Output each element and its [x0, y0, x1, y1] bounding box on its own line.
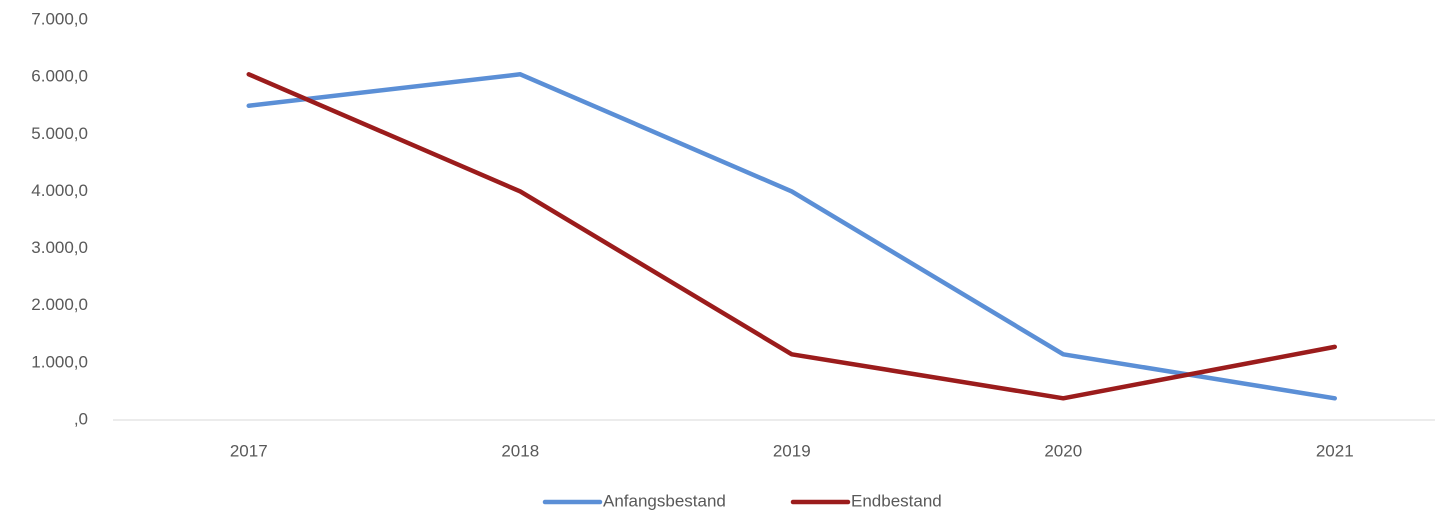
x-tick-label: 2021 — [1316, 441, 1354, 460]
y-tick-label: 2.000,0 — [31, 295, 88, 314]
legend-label: Endbestand — [851, 491, 942, 510]
line-series — [246, 72, 1337, 401]
x-tick-label: 2019 — [773, 441, 811, 460]
legend-label: Anfangsbestand — [603, 491, 726, 510]
y-tick-label: 1.000,0 — [31, 352, 88, 371]
x-tick-label: 2018 — [501, 441, 539, 460]
y-tick-label: 7.000,0 — [31, 9, 88, 28]
x-tick-label: 2017 — [230, 441, 268, 460]
y-tick-label: 4.000,0 — [31, 181, 88, 200]
y-tick-label: 6.000,0 — [31, 67, 88, 86]
y-tick-label: ,0 — [74, 409, 88, 428]
y-tick-label: 5.000,0 — [31, 124, 88, 143]
y-tick-label: 3.000,0 — [31, 238, 88, 257]
x-tick-label: 2020 — [1044, 441, 1082, 460]
line-series — [246, 72, 1337, 401]
